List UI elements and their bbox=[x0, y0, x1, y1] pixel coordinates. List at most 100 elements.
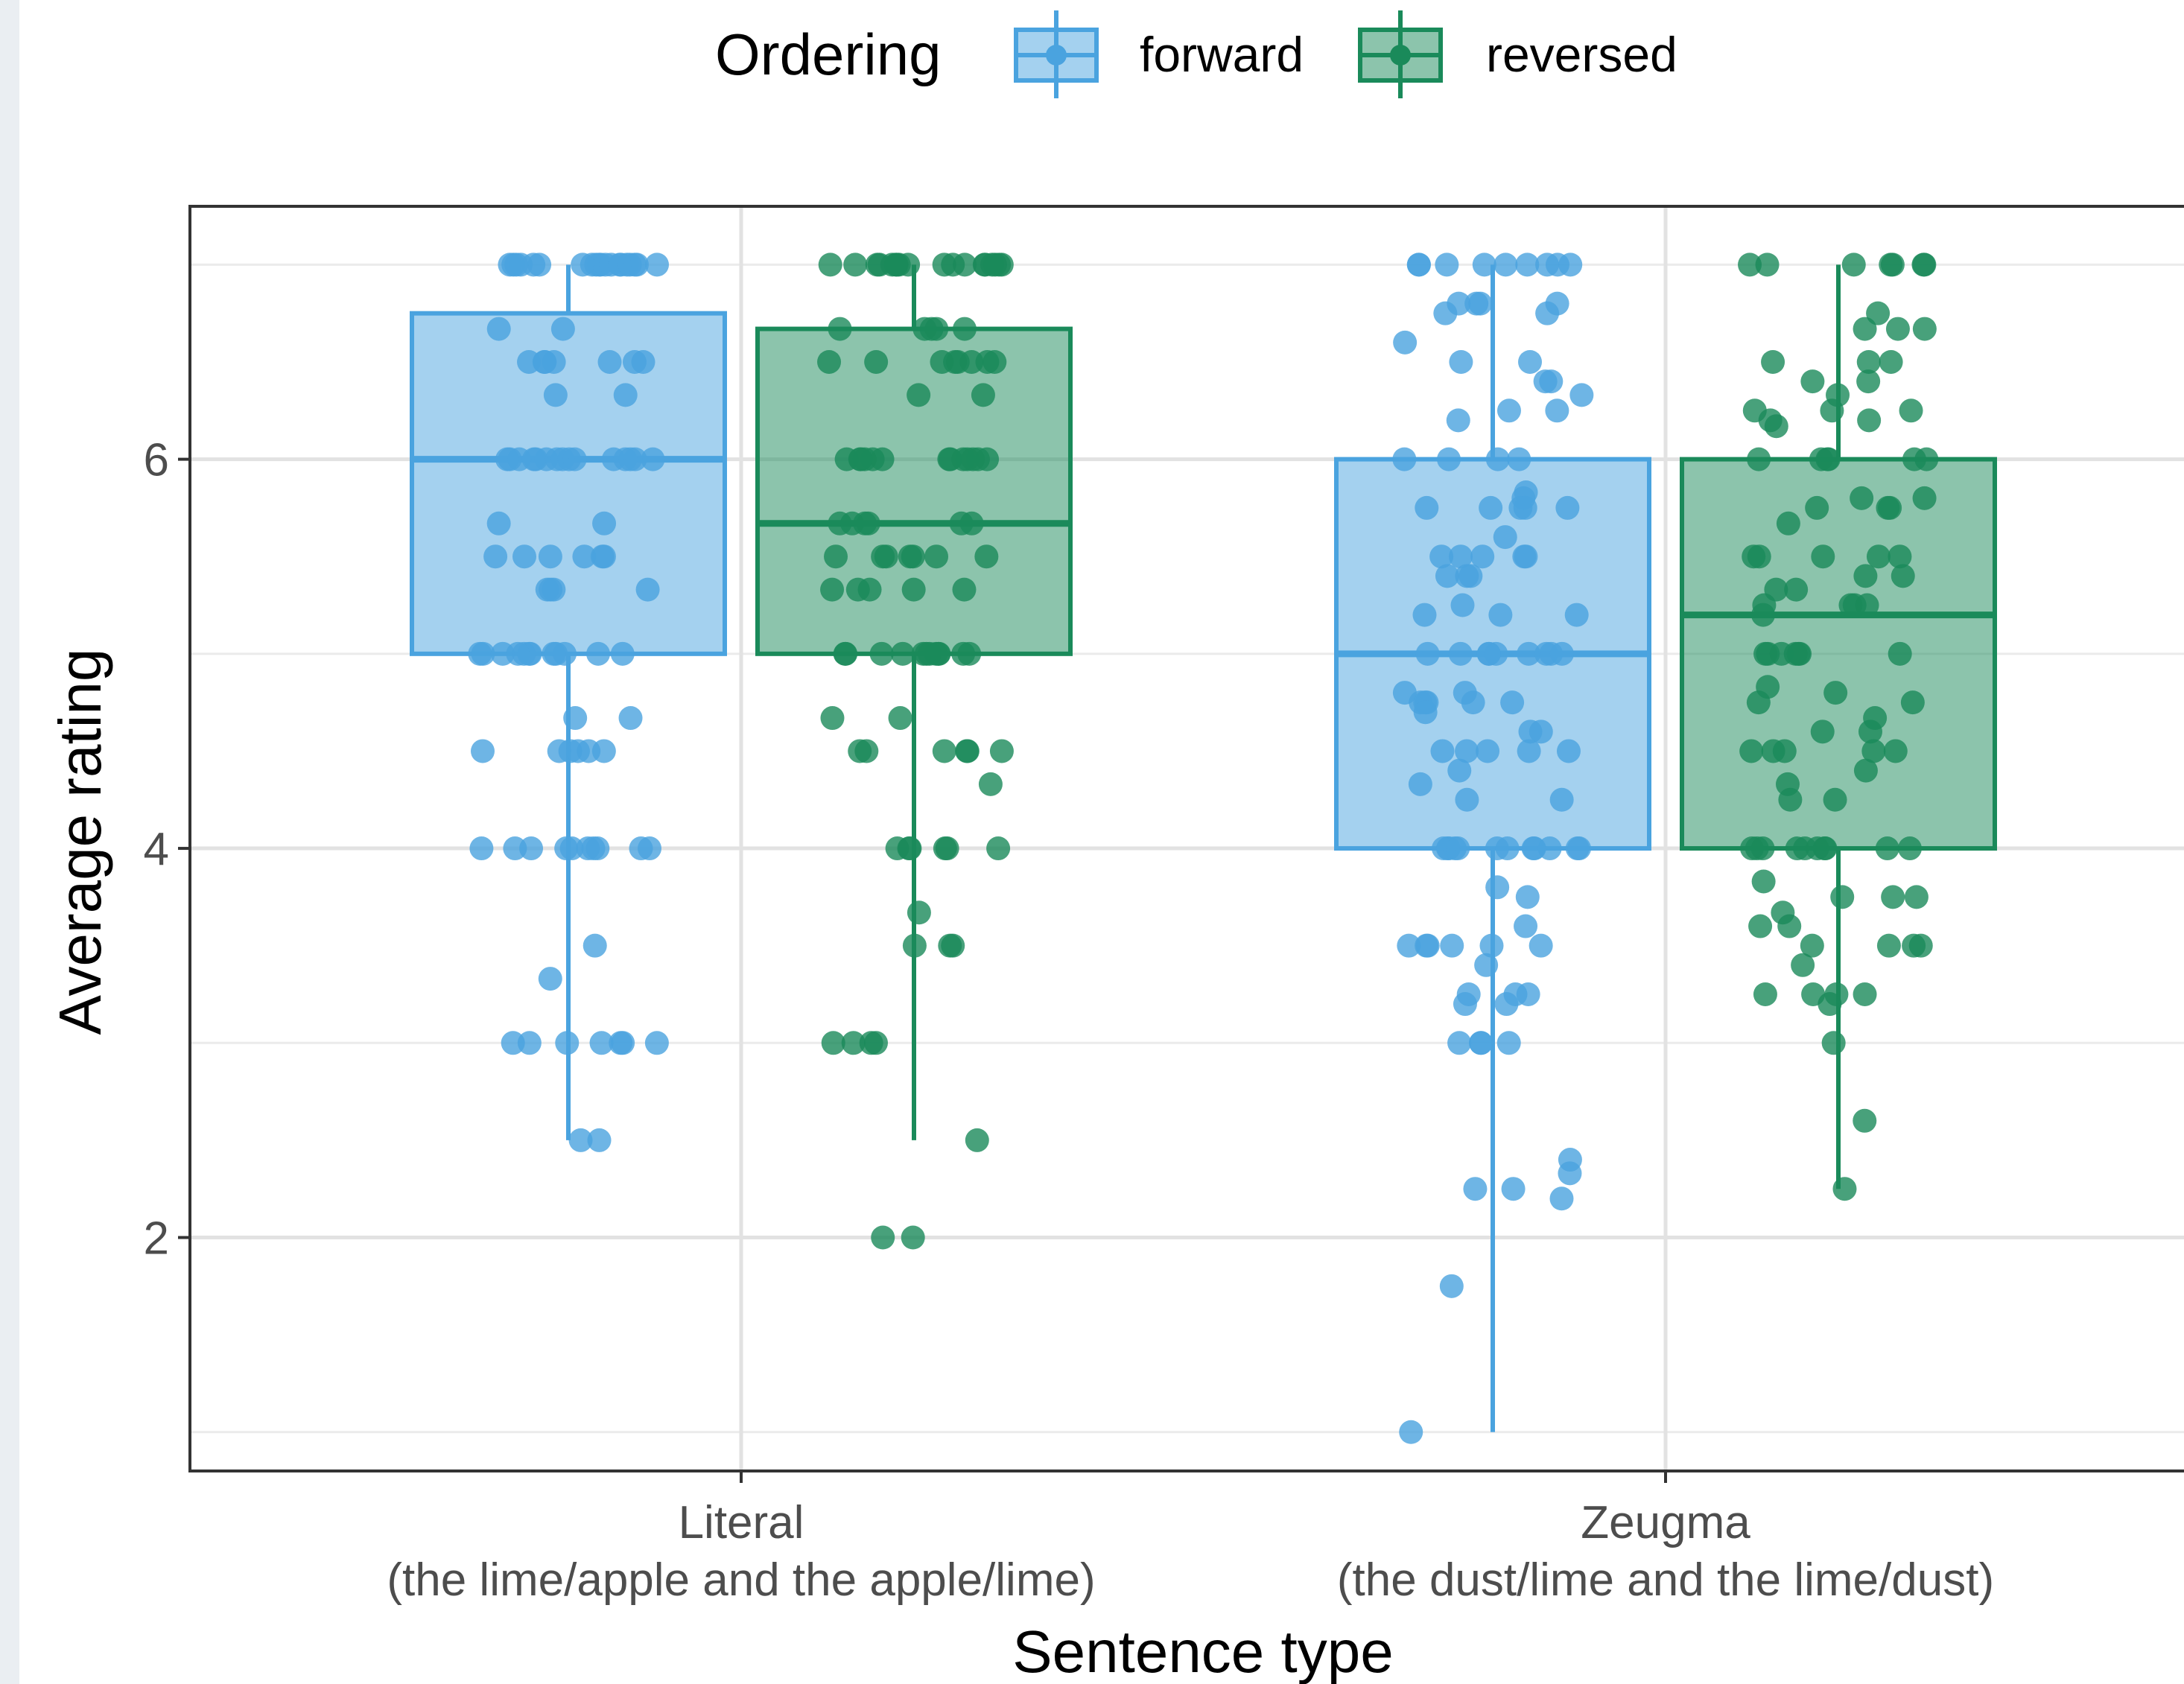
point-reversed bbox=[911, 641, 936, 666]
point-forward bbox=[1406, 252, 1431, 277]
point-reversed bbox=[1853, 564, 1878, 588]
point-forward bbox=[1439, 1274, 1464, 1298]
point-forward bbox=[1397, 933, 1421, 958]
point-reversed bbox=[955, 739, 980, 763]
data-points bbox=[468, 252, 1939, 1444]
point-forward bbox=[1469, 1031, 1493, 1055]
point-forward bbox=[1470, 544, 1495, 569]
point-forward bbox=[1476, 739, 1500, 763]
point-forward bbox=[468, 641, 492, 666]
point-reversed bbox=[952, 317, 977, 341]
point-forward bbox=[1415, 641, 1440, 666]
point-forward bbox=[582, 933, 607, 958]
point-forward bbox=[591, 739, 616, 763]
point-forward bbox=[545, 447, 569, 471]
point-forward bbox=[1517, 641, 1541, 666]
legend: Ordering forward reversed bbox=[715, 10, 1677, 98]
point-reversed bbox=[959, 349, 984, 374]
point-reversed bbox=[870, 447, 895, 471]
point-reversed bbox=[907, 900, 931, 925]
point-forward bbox=[506, 641, 530, 666]
point-reversed bbox=[961, 447, 985, 471]
point-reversed bbox=[1885, 317, 1910, 341]
point-reversed bbox=[989, 252, 1014, 277]
point-forward bbox=[517, 1031, 542, 1055]
box-iqr bbox=[1680, 457, 1997, 851]
point-forward bbox=[1449, 349, 1473, 374]
point-reversed bbox=[1742, 544, 1766, 569]
point-forward bbox=[538, 967, 562, 991]
point-forward bbox=[568, 1128, 593, 1152]
point-reversed bbox=[1823, 681, 1848, 705]
point-reversed bbox=[1818, 992, 1842, 1017]
point-forward bbox=[1479, 495, 1503, 520]
point-reversed bbox=[824, 544, 848, 569]
point-reversed bbox=[1857, 408, 1882, 433]
x-tick-label-subtitle: (the lime/apple and the apple/lime) bbox=[387, 1554, 1095, 1606]
point-reversed bbox=[1776, 511, 1800, 536]
legend-key-forward bbox=[1014, 10, 1099, 98]
point-forward bbox=[486, 511, 511, 536]
point-reversed bbox=[902, 933, 927, 958]
point-forward bbox=[558, 739, 582, 763]
point-reversed bbox=[1747, 447, 1771, 471]
point-reversed bbox=[941, 933, 965, 958]
point-forward bbox=[1521, 836, 1546, 861]
point-forward bbox=[1472, 252, 1496, 277]
point-reversed bbox=[828, 511, 852, 536]
legend-title: Ordering bbox=[715, 22, 941, 87]
point-forward bbox=[1468, 291, 1493, 316]
point-forward bbox=[591, 544, 616, 569]
point-forward bbox=[1556, 739, 1581, 763]
point-reversed bbox=[912, 317, 937, 341]
point-reversed bbox=[1756, 641, 1780, 666]
point-reversed bbox=[901, 544, 925, 569]
point-forward bbox=[1479, 933, 1504, 958]
point-reversed bbox=[1772, 739, 1797, 763]
point-forward bbox=[1485, 836, 1509, 861]
point-reversed bbox=[932, 252, 956, 277]
point-forward bbox=[1565, 836, 1590, 861]
point-reversed bbox=[841, 1031, 866, 1055]
point-forward bbox=[1500, 690, 1525, 715]
point-forward bbox=[1458, 564, 1483, 588]
point-forward bbox=[1413, 700, 1438, 725]
point-reversed bbox=[1791, 953, 1815, 977]
point-forward bbox=[1415, 495, 1439, 520]
point-reversed bbox=[989, 739, 1014, 763]
point-reversed bbox=[1777, 914, 1802, 938]
point-reversed bbox=[1904, 885, 1929, 909]
point-forward bbox=[1569, 383, 1594, 407]
point-forward bbox=[563, 706, 588, 731]
point-reversed bbox=[1897, 836, 1922, 861]
point-forward bbox=[553, 641, 577, 666]
point-forward bbox=[504, 252, 529, 277]
point-forward bbox=[483, 544, 508, 569]
point-reversed bbox=[871, 544, 895, 569]
point-forward bbox=[613, 383, 638, 407]
point-reversed bbox=[972, 252, 997, 277]
point-forward bbox=[1496, 398, 1521, 423]
point-reversed bbox=[1899, 398, 1923, 423]
point-reversed bbox=[1879, 252, 1903, 277]
point-forward bbox=[1555, 495, 1580, 520]
point-forward bbox=[1517, 739, 1541, 763]
point-forward bbox=[1564, 603, 1589, 627]
point-reversed bbox=[1739, 739, 1764, 763]
point-forward bbox=[645, 252, 670, 277]
point-reversed bbox=[896, 252, 921, 277]
point-reversed bbox=[1911, 252, 1936, 277]
point-reversed bbox=[953, 252, 977, 277]
point-reversed bbox=[1850, 486, 1874, 510]
point-forward bbox=[1415, 933, 1439, 958]
point-forward bbox=[543, 383, 568, 407]
point-reversed bbox=[971, 383, 995, 407]
point-reversed bbox=[1876, 495, 1900, 520]
point-forward bbox=[589, 1031, 614, 1055]
point-forward bbox=[1448, 544, 1473, 569]
point-reversed bbox=[1861, 739, 1886, 763]
point-forward bbox=[1485, 875, 1510, 900]
point-forward bbox=[1518, 719, 1543, 744]
point-reversed bbox=[820, 706, 845, 731]
point-forward bbox=[1535, 252, 1560, 277]
